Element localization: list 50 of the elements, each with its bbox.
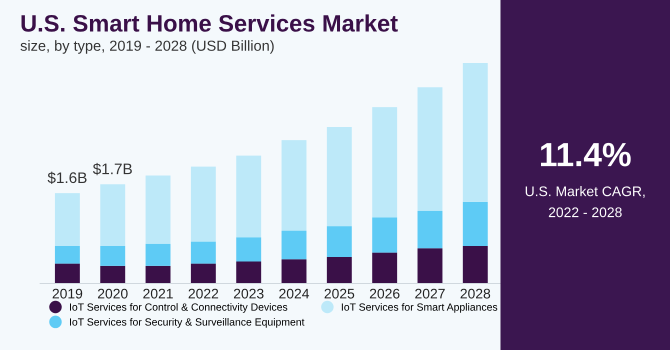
bar: [54, 246, 80, 264]
x-tick-label: 2028: [460, 288, 490, 299]
bar: [190, 166, 216, 242]
bar: [236, 237, 262, 262]
bar: [282, 230, 306, 260]
x-tick-label: 2022: [188, 288, 218, 299]
legend-label: IoT Services for Smart Appliances: [342, 303, 498, 313]
bar: [418, 87, 442, 211]
x-tick-label: 2026: [370, 288, 400, 299]
x-tick-label: 2023: [234, 288, 264, 299]
bar: [418, 210, 442, 248]
bar: [326, 257, 352, 284]
annotation: $1.7B: [92, 162, 132, 176]
bar: [372, 107, 398, 218]
bar: [100, 246, 126, 266]
x-tick-label: 2021: [143, 288, 173, 299]
bar: [100, 184, 126, 246]
chart-title: U.S. Smart Home Services Market: [22, 14, 398, 32]
bar: [236, 261, 262, 284]
x-tick-label: 2020: [98, 288, 128, 299]
x-tick-label: 2025: [324, 288, 354, 299]
bar: [462, 202, 488, 246]
bar: [146, 244, 171, 266]
bar: [100, 266, 126, 284]
bar: [326, 126, 352, 226]
bar: [236, 156, 262, 238]
text: 11.4%: [541, 142, 631, 166]
x-tick-label: 2027: [415, 288, 445, 299]
legend-label: IoT Services for Control & Connectivity Devices: [70, 303, 288, 313]
text: U.S. Market CAGR,: [526, 186, 645, 198]
bar: [372, 252, 398, 284]
x-tick-label: 2024: [279, 288, 310, 299]
bar: [462, 246, 488, 284]
text: 2022 - 2028: [548, 207, 622, 218]
annotation: $1.6B: [48, 172, 87, 184]
bar: [326, 226, 352, 258]
bar: [54, 193, 80, 246]
bar: [372, 217, 398, 253]
bar: [146, 266, 171, 284]
bar: [190, 242, 216, 264]
x-tick-label: 2019: [52, 288, 82, 299]
legend-label: IoT Services for Security & Surveillance Equipment: [70, 318, 304, 328]
bar: [462, 63, 488, 202]
bar: [190, 264, 216, 284]
bar: [418, 248, 442, 284]
bar: [54, 264, 80, 284]
bar: [282, 259, 306, 284]
bar: [282, 140, 306, 231]
chart-subtitle: size, by type, 2019 - 2028 (USD Billion): [20, 40, 274, 54]
bar: [146, 175, 171, 244]
